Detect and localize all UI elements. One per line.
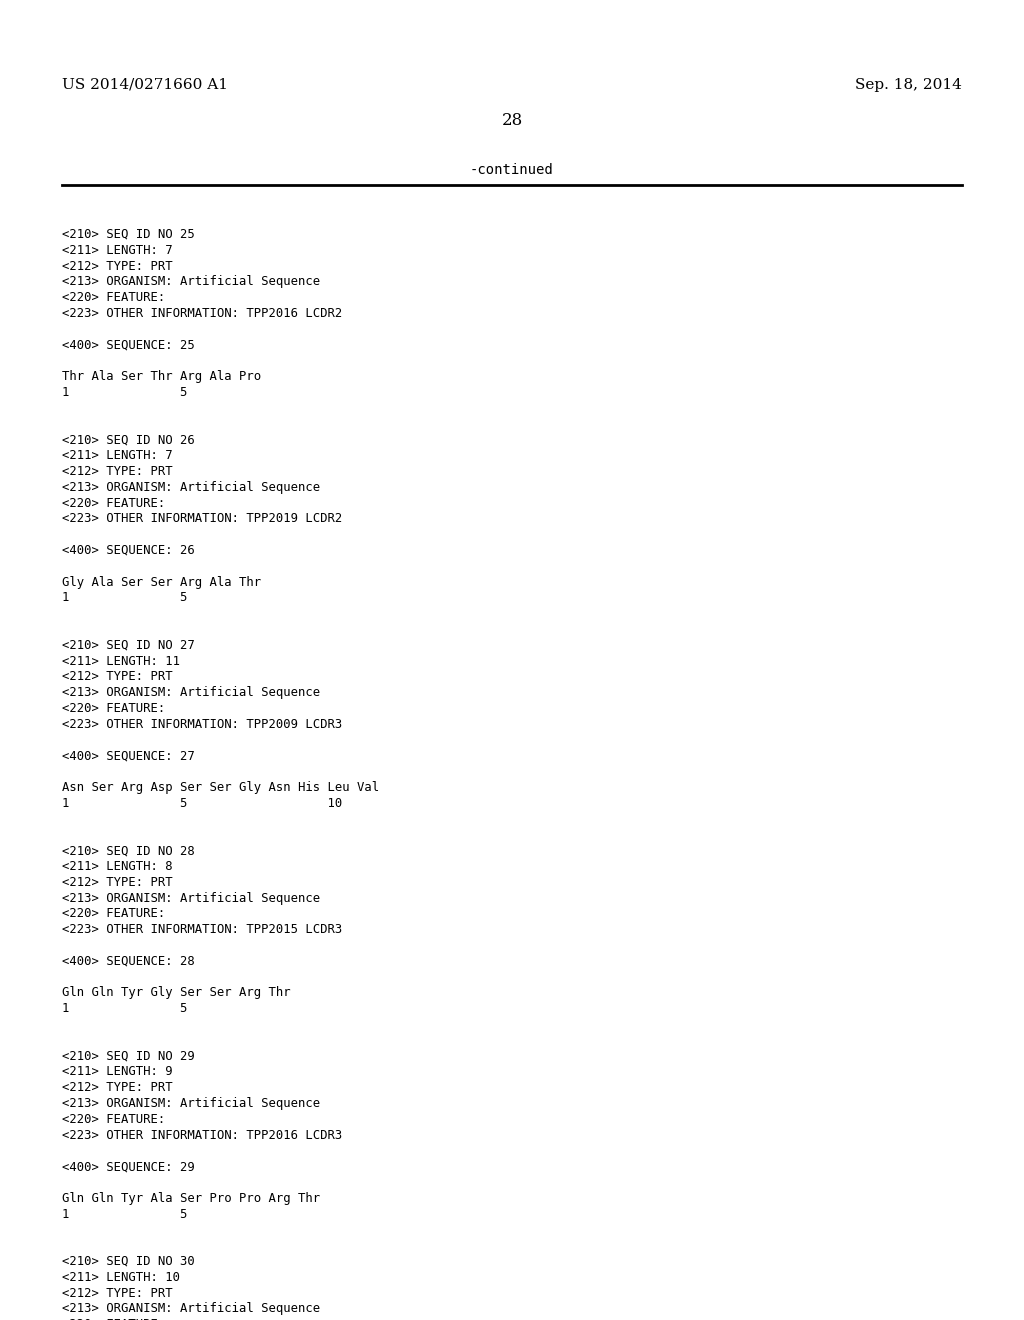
Text: <223> OTHER INFORMATION: TPP2015 LCDR3: <223> OTHER INFORMATION: TPP2015 LCDR3: [62, 923, 342, 936]
Text: <220> FEATURE:: <220> FEATURE:: [62, 292, 165, 304]
Text: <211> LENGTH: 8: <211> LENGTH: 8: [62, 861, 173, 873]
Text: <213> ORGANISM: Artificial Sequence: <213> ORGANISM: Artificial Sequence: [62, 891, 321, 904]
Text: <210> SEQ ID NO 29: <210> SEQ ID NO 29: [62, 1049, 195, 1063]
Text: <210> SEQ ID NO 30: <210> SEQ ID NO 30: [62, 1255, 195, 1269]
Text: <223> OTHER INFORMATION: TPP2016 LCDR3: <223> OTHER INFORMATION: TPP2016 LCDR3: [62, 1129, 342, 1142]
Text: <212> TYPE: PRT: <212> TYPE: PRT: [62, 875, 173, 888]
Text: <210> SEQ ID NO 26: <210> SEQ ID NO 26: [62, 433, 195, 446]
Text: 1               5: 1 5: [62, 385, 187, 399]
Text: <220> FEATURE:: <220> FEATURE:: [62, 702, 165, 715]
Text: <211> LENGTH: 7: <211> LENGTH: 7: [62, 449, 173, 462]
Text: <213> ORGANISM: Artificial Sequence: <213> ORGANISM: Artificial Sequence: [62, 480, 321, 494]
Text: <213> ORGANISM: Artificial Sequence: <213> ORGANISM: Artificial Sequence: [62, 1303, 321, 1316]
Text: Asn Ser Arg Asp Ser Ser Gly Asn His Leu Val: Asn Ser Arg Asp Ser Ser Gly Asn His Leu …: [62, 781, 379, 795]
Text: Sep. 18, 2014: Sep. 18, 2014: [855, 78, 962, 92]
Text: <400> SEQUENCE: 26: <400> SEQUENCE: 26: [62, 544, 195, 557]
Text: <212> TYPE: PRT: <212> TYPE: PRT: [62, 465, 173, 478]
Text: <210> SEQ ID NO 27: <210> SEQ ID NO 27: [62, 639, 195, 652]
Text: 1               5: 1 5: [62, 1208, 187, 1221]
Text: US 2014/0271660 A1: US 2014/0271660 A1: [62, 78, 228, 92]
Text: <212> TYPE: PRT: <212> TYPE: PRT: [62, 671, 173, 684]
Text: <211> LENGTH: 9: <211> LENGTH: 9: [62, 1065, 173, 1078]
Text: Gln Gln Tyr Ala Ser Pro Pro Arg Thr: Gln Gln Tyr Ala Ser Pro Pro Arg Thr: [62, 1192, 321, 1205]
Text: <211> LENGTH: 7: <211> LENGTH: 7: [62, 244, 173, 257]
Text: <210> SEQ ID NO 28: <210> SEQ ID NO 28: [62, 845, 195, 857]
Text: 28: 28: [502, 112, 522, 129]
Text: <210> SEQ ID NO 25: <210> SEQ ID NO 25: [62, 228, 195, 242]
Text: 1               5: 1 5: [62, 1002, 187, 1015]
Text: <400> SEQUENCE: 25: <400> SEQUENCE: 25: [62, 339, 195, 351]
Text: <223> OTHER INFORMATION: TPP2009 LCDR3: <223> OTHER INFORMATION: TPP2009 LCDR3: [62, 718, 342, 731]
Text: Gln Gln Tyr Gly Ser Ser Arg Thr: Gln Gln Tyr Gly Ser Ser Arg Thr: [62, 986, 291, 999]
Text: Gly Ala Ser Ser Arg Ala Thr: Gly Ala Ser Ser Arg Ala Thr: [62, 576, 261, 589]
Text: <220> FEATURE:: <220> FEATURE:: [62, 907, 165, 920]
Text: <220> FEATURE:: <220> FEATURE:: [62, 1113, 165, 1126]
Text: Thr Ala Ser Thr Arg Ala Pro: Thr Ala Ser Thr Arg Ala Pro: [62, 370, 261, 383]
Text: <223> OTHER INFORMATION: TPP2016 LCDR2: <223> OTHER INFORMATION: TPP2016 LCDR2: [62, 308, 342, 319]
Text: -continued: -continued: [470, 162, 554, 177]
Text: 1               5                   10: 1 5 10: [62, 797, 342, 809]
Text: <400> SEQUENCE: 28: <400> SEQUENCE: 28: [62, 954, 195, 968]
Text: <213> ORGANISM: Artificial Sequence: <213> ORGANISM: Artificial Sequence: [62, 1097, 321, 1110]
Text: <213> ORGANISM: Artificial Sequence: <213> ORGANISM: Artificial Sequence: [62, 276, 321, 288]
Text: 1               5: 1 5: [62, 591, 187, 605]
Text: <212> TYPE: PRT: <212> TYPE: PRT: [62, 1287, 173, 1300]
Text: <212> TYPE: PRT: <212> TYPE: PRT: [62, 260, 173, 273]
Text: <223> OTHER INFORMATION: TPP2019 LCDR2: <223> OTHER INFORMATION: TPP2019 LCDR2: [62, 512, 342, 525]
Text: <211> LENGTH: 10: <211> LENGTH: 10: [62, 1271, 180, 1284]
Text: <213> ORGANISM: Artificial Sequence: <213> ORGANISM: Artificial Sequence: [62, 686, 321, 700]
Text: <212> TYPE: PRT: <212> TYPE: PRT: [62, 1081, 173, 1094]
Text: <211> LENGTH: 11: <211> LENGTH: 11: [62, 655, 180, 668]
Text: <220> FEATURE:: <220> FEATURE:: [62, 1319, 165, 1320]
Text: <400> SEQUENCE: 29: <400> SEQUENCE: 29: [62, 1160, 195, 1173]
Text: <220> FEATURE:: <220> FEATURE:: [62, 496, 165, 510]
Text: <400> SEQUENCE: 27: <400> SEQUENCE: 27: [62, 750, 195, 763]
